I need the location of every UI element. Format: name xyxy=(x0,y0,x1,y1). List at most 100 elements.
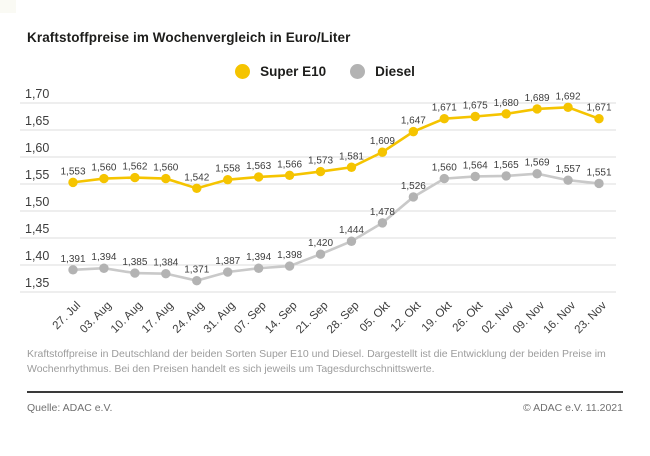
data-point-label-diesel: 1,551 xyxy=(586,167,611,178)
data-point-diesel xyxy=(501,171,511,181)
data-point-label-super-e10: 1,573 xyxy=(308,156,333,167)
legend-item-diesel: Diesel xyxy=(350,64,415,79)
data-point-label-super-e10: 1,671 xyxy=(432,103,457,114)
data-point-diesel xyxy=(68,265,78,275)
data-point-super-e10 xyxy=(68,177,78,188)
data-point-super-e10 xyxy=(130,172,140,183)
data-point-label-diesel: 1,565 xyxy=(494,160,519,171)
data-point-label-diesel: 1,420 xyxy=(308,238,333,249)
data-point-label-super-e10: 1,671 xyxy=(586,103,611,114)
x-axis-label: 14. Sep xyxy=(263,300,300,337)
data-point-label-super-e10: 1,558 xyxy=(215,164,240,175)
data-point-label-diesel: 1,371 xyxy=(184,265,209,276)
data-point-label-diesel: 1,557 xyxy=(556,164,581,175)
data-point-super-e10 xyxy=(315,166,326,177)
page-title: Kraftstoffpreise im Wochenvergleich in E… xyxy=(27,30,351,45)
legend-item-super-e10: Super E10 xyxy=(235,64,326,79)
x-axis-label: 03. Aug xyxy=(78,300,114,336)
data-point-super-e10 xyxy=(532,104,542,114)
x-axis-label: 09. Nov xyxy=(511,299,548,336)
data-point-label-diesel: 1,387 xyxy=(215,256,240,267)
data-point-label-diesel: 1,394 xyxy=(246,252,271,263)
data-point-diesel xyxy=(284,261,295,271)
data-point-diesel xyxy=(563,175,573,185)
data-point-super-e10 xyxy=(346,162,357,172)
y-axis-label: 1,55 xyxy=(25,168,49,182)
data-point-label-super-e10: 1,563 xyxy=(246,161,271,172)
x-axis-label: 02. Nov xyxy=(480,299,517,336)
data-point-label-super-e10: 1,647 xyxy=(401,116,426,127)
data-point-diesel xyxy=(161,268,171,279)
data-point-super-e10 xyxy=(470,111,480,122)
data-point-label-diesel: 1,478 xyxy=(370,207,395,218)
data-point-label-super-e10: 1,560 xyxy=(91,163,116,174)
data-point-diesel xyxy=(253,263,264,273)
data-point-label-super-e10: 1,680 xyxy=(494,98,519,109)
data-point-diesel xyxy=(130,268,140,278)
footer-separator xyxy=(27,391,623,393)
data-point-label-diesel: 1,391 xyxy=(60,254,85,265)
data-point-label-diesel: 1,560 xyxy=(432,163,457,174)
data-point-super-e10 xyxy=(223,174,233,185)
chart-legend: Super E10 Diesel xyxy=(0,64,650,79)
corner-artifact xyxy=(0,0,16,13)
data-point-super-e10 xyxy=(501,109,511,119)
data-point-diesel xyxy=(439,173,449,184)
x-axis-label: 23. Nov xyxy=(573,299,610,336)
data-point-label-super-e10: 1,689 xyxy=(525,93,550,104)
data-point-diesel xyxy=(192,275,202,286)
x-axis-label: 28. Sep xyxy=(325,300,362,337)
data-point-label-diesel: 1,385 xyxy=(122,257,147,268)
data-point-super-e10 xyxy=(161,173,171,184)
data-point-super-e10 xyxy=(594,113,604,124)
data-point-diesel xyxy=(408,192,419,202)
data-point-super-e10 xyxy=(192,183,202,194)
legend-dot-super-e10-icon xyxy=(235,64,251,79)
data-point-label-super-e10: 1,560 xyxy=(153,163,178,174)
footer: Quelle: ADAC e.V. © ADAC e.V. 11.2021 xyxy=(27,402,623,414)
x-axis-label: 05. Okt xyxy=(358,299,393,334)
data-point-diesel xyxy=(470,171,480,182)
data-point-super-e10 xyxy=(408,126,419,137)
x-axis-label: 10. Aug xyxy=(109,300,145,336)
copyright-label: © ADAC e.V. 11.2021 xyxy=(523,402,623,414)
series-line-diesel xyxy=(72,172,600,283)
y-axis-label: 1,45 xyxy=(25,222,49,236)
y-axis-label: 1,35 xyxy=(25,276,49,290)
data-point-super-e10 xyxy=(253,172,264,182)
data-point-diesel xyxy=(377,218,388,228)
data-point-diesel xyxy=(346,236,357,246)
footnote-line-1: Kraftstoffpreise in Deutschland der beid… xyxy=(27,348,606,360)
x-axis-label: 19. Okt xyxy=(420,299,455,334)
x-axis-label: 12. Okt xyxy=(389,299,424,334)
y-axis-label: 1,40 xyxy=(25,249,49,263)
data-point-label-super-e10: 1,675 xyxy=(463,101,488,112)
x-axis-label: 24. Aug xyxy=(171,300,207,336)
data-point-diesel xyxy=(594,178,604,189)
source-label: Quelle: ADAC e.V. xyxy=(27,402,113,414)
data-point-label-super-e10: 1,553 xyxy=(60,166,85,177)
footnote-line-2: Wochenrhythmus. Bei den Preisen handelt … xyxy=(27,363,435,375)
y-axis-label: 1,60 xyxy=(25,141,49,155)
data-point-diesel xyxy=(532,169,542,179)
data-point-super-e10 xyxy=(439,113,449,124)
data-point-label-super-e10: 1,542 xyxy=(184,172,209,183)
data-point-label-super-e10: 1,566 xyxy=(277,159,302,170)
data-point-label-diesel: 1,564 xyxy=(463,160,488,171)
legend-label-diesel: Diesel xyxy=(375,64,415,79)
data-point-super-e10 xyxy=(377,147,388,157)
data-point-diesel xyxy=(99,263,109,273)
x-axis-label: 21. Sep xyxy=(294,300,331,337)
legend-label-super-e10: Super E10 xyxy=(260,64,327,79)
legend-dot-diesel-icon xyxy=(350,64,366,79)
x-axis-label: 31. Aug xyxy=(202,300,238,336)
y-axis-label: 1,70 xyxy=(25,87,49,101)
data-point-label-super-e10: 1,692 xyxy=(556,91,581,102)
data-point-label-super-e10: 1,609 xyxy=(370,136,395,147)
y-axis-label: 1,50 xyxy=(25,195,49,209)
data-point-super-e10 xyxy=(284,170,295,181)
data-point-diesel xyxy=(223,267,233,277)
x-axis-label: 17. Aug xyxy=(140,300,176,336)
data-point-label-diesel: 1,398 xyxy=(277,250,302,261)
